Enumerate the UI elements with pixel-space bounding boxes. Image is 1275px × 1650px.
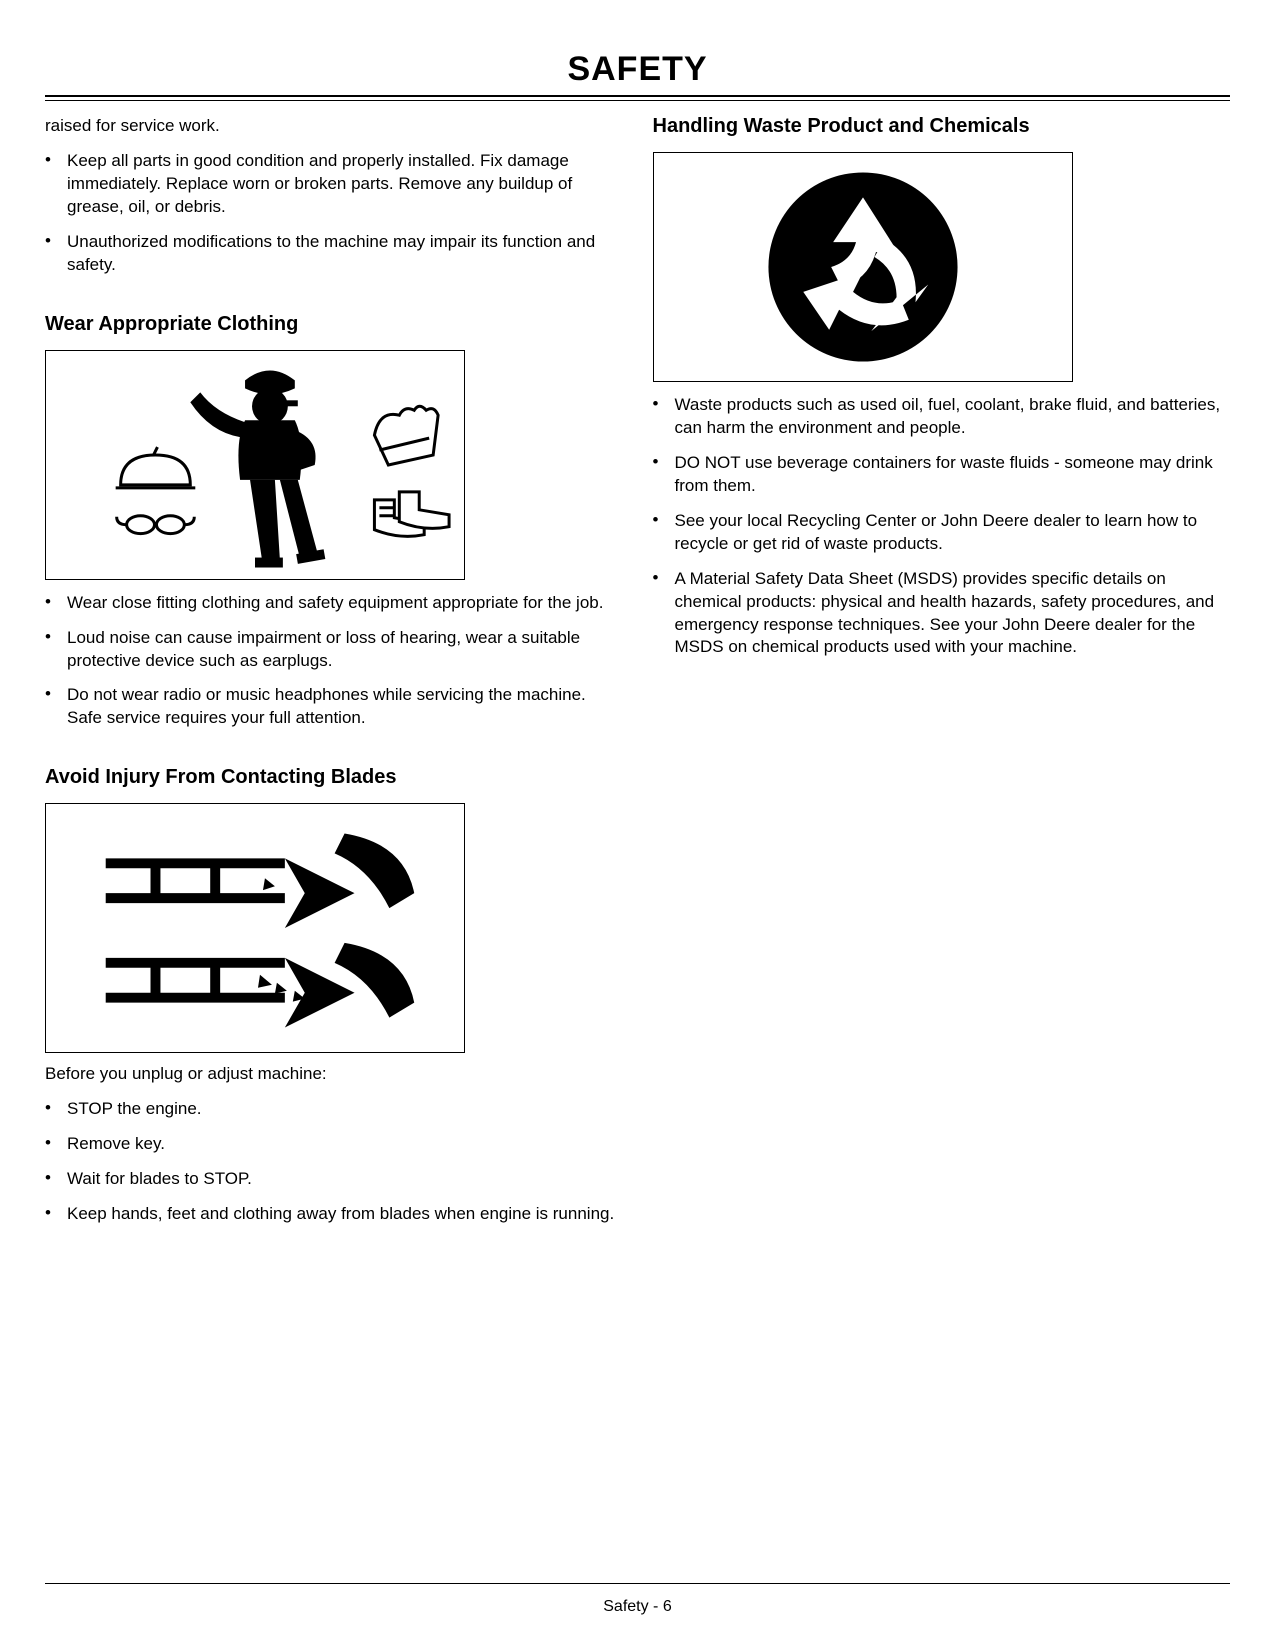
bullet-text: Keep hands, feet and clothing away from … xyxy=(67,1203,614,1226)
bullet-text: See your local Recycling Center or John … xyxy=(675,510,1231,556)
ppe-worker-icon xyxy=(45,350,465,580)
blade-hazard-icon xyxy=(45,803,465,1053)
bullet-text: Remove key. xyxy=(67,1133,165,1156)
bullet-text: Waste products such as used oil, fuel, c… xyxy=(675,394,1231,440)
bullet-text: STOP the engine. xyxy=(67,1098,202,1121)
bullet-text: DO NOT use beverage containers for waste… xyxy=(675,452,1231,498)
recycle-icon xyxy=(653,152,1073,382)
bullet-text: Unauthorized modifications to the machin… xyxy=(67,231,623,277)
footer-label: Safety - 6 xyxy=(603,1598,671,1615)
bullet-text: Do not wear radio or music headphones wh… xyxy=(67,684,623,730)
bullet-marker: • xyxy=(653,510,675,556)
title-rule xyxy=(45,95,1230,101)
intro-bullet: • Unauthorized modifications to the mach… xyxy=(45,231,623,277)
bullet-text: Loud noise can cause impairment or loss … xyxy=(67,627,623,673)
blades-heading: Avoid Injury From Contacting Blades xyxy=(45,766,623,789)
bullet-marker: • xyxy=(45,150,67,219)
page-footer: Safety - 6 xyxy=(45,1583,1230,1616)
bullet-marker: • xyxy=(45,231,67,277)
bullet-marker: • xyxy=(45,1203,67,1226)
bullet-marker: • xyxy=(45,592,67,615)
bullet-marker: • xyxy=(653,452,675,498)
page-title: SAFETY xyxy=(45,50,1230,89)
bullet-text: Wait for blades to STOP. xyxy=(67,1168,252,1191)
clothing-heading: Wear Appropriate Clothing xyxy=(45,313,623,336)
waste-bullet: • See your local Recycling Center or Joh… xyxy=(653,510,1231,556)
left-column: raised for service work. • Keep all part… xyxy=(45,115,623,1226)
clothing-bullet: • Wear close fitting clothing and safety… xyxy=(45,592,623,615)
right-column: Handling Waste Product and Chemicals • W… xyxy=(653,115,1231,1226)
bullet-text: Wear close fitting clothing and safety e… xyxy=(67,592,603,615)
blades-lead: Before you unplug or adjust machine: xyxy=(45,1063,623,1086)
waste-heading: Handling Waste Product and Chemicals xyxy=(653,115,1231,138)
bullet-marker: • xyxy=(653,568,675,660)
waste-bullet: • Waste products such as used oil, fuel,… xyxy=(653,394,1231,440)
bullet-marker: • xyxy=(45,1168,67,1191)
bullet-text: Keep all parts in good condition and pro… xyxy=(67,150,623,219)
two-column-layout: raised for service work. • Keep all part… xyxy=(45,115,1230,1226)
waste-bullet: • DO NOT use beverage containers for was… xyxy=(653,452,1231,498)
clothing-bullet: • Loud noise can cause impairment or los… xyxy=(45,627,623,673)
blades-bullet: • Keep hands, feet and clothing away fro… xyxy=(45,1203,623,1226)
continuation-fragment: raised for service work. xyxy=(45,115,623,138)
blades-bullet: • Remove key. xyxy=(45,1133,623,1156)
clothing-bullet: • Do not wear radio or music headphones … xyxy=(45,684,623,730)
intro-bullet: • Keep all parts in good condition and p… xyxy=(45,150,623,219)
bullet-marker: • xyxy=(45,627,67,673)
waste-bullet: • A Material Safety Data Sheet (MSDS) pr… xyxy=(653,568,1231,660)
bullet-marker: • xyxy=(653,394,675,440)
blades-bullet: • Wait for blades to STOP. xyxy=(45,1168,623,1191)
bullet-text: A Material Safety Data Sheet (MSDS) prov… xyxy=(675,568,1231,660)
bullet-marker: • xyxy=(45,1098,67,1121)
bullet-marker: • xyxy=(45,684,67,730)
blades-bullet: • STOP the engine. xyxy=(45,1098,623,1121)
bullet-marker: • xyxy=(45,1133,67,1156)
